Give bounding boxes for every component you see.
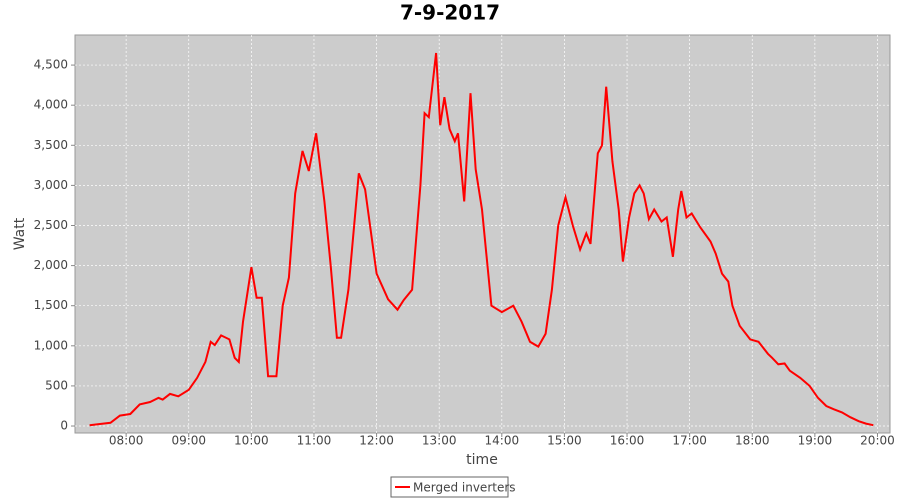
x-axis-label: time xyxy=(466,452,498,468)
legend-label: Merged inverters xyxy=(413,481,516,495)
x-tick-label: 08:00 xyxy=(109,434,144,448)
y-tick-label: 2,000 xyxy=(34,258,68,272)
data-line xyxy=(89,52,874,427)
x-tick-label: 18:00 xyxy=(735,434,770,448)
x-tick-label: 19:00 xyxy=(798,434,833,448)
x-tick-label: 13:00 xyxy=(422,434,457,448)
x-tick-label: 20:00 xyxy=(860,434,895,448)
y-tick-label: 500 xyxy=(45,378,68,392)
x-tick-label: 11:00 xyxy=(297,434,332,448)
y-tick-label: 0 xyxy=(60,419,68,433)
plot-area xyxy=(74,34,891,434)
y-tick-label: 2,500 xyxy=(34,218,68,232)
x-tick-label: 14:00 xyxy=(485,434,520,448)
chart-title: 7-9-2017 xyxy=(400,1,500,25)
x-tick-label: 12:00 xyxy=(359,434,394,448)
y-tick-label: 1,500 xyxy=(34,298,68,312)
x-tick-label: 16:00 xyxy=(610,434,645,448)
y-axis-label: Watt xyxy=(12,217,28,250)
y-tick-label: 4,000 xyxy=(34,98,68,112)
y-tick-label: 1,000 xyxy=(34,338,68,352)
y-tick-label: 3,000 xyxy=(34,178,68,192)
x-tick-label: 09:00 xyxy=(171,434,206,448)
y-tick-label: 3,500 xyxy=(34,138,68,152)
x-tick-label: 17:00 xyxy=(672,434,707,448)
x-tick-label: 15:00 xyxy=(547,434,582,448)
y-tick-label: 4,500 xyxy=(34,58,68,72)
x-tick-label: 10:00 xyxy=(234,434,269,448)
legend xyxy=(390,476,509,498)
